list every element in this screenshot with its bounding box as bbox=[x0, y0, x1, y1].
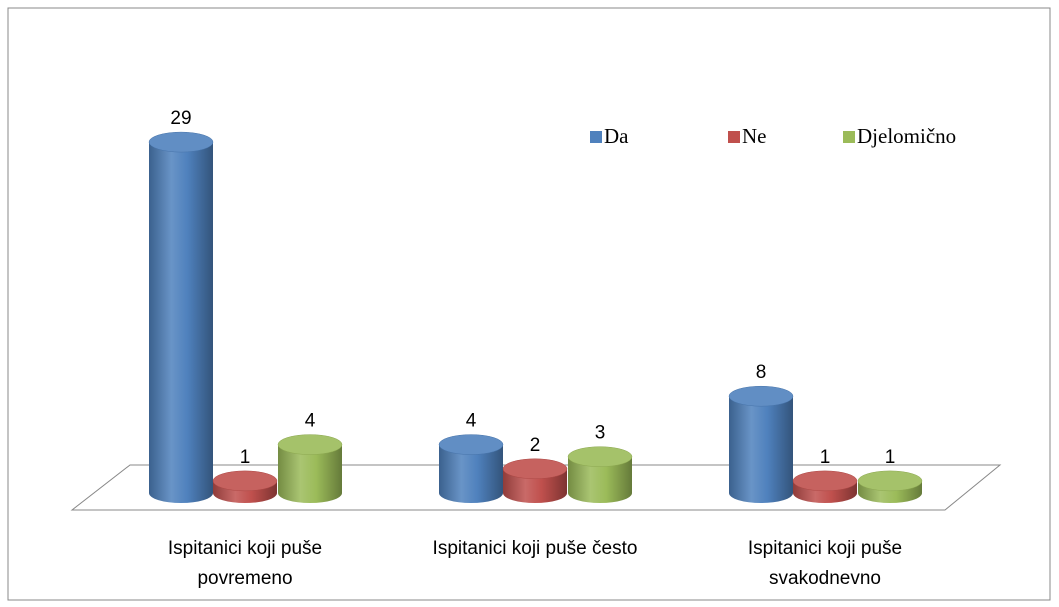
data-label: 29 bbox=[170, 108, 191, 129]
bar bbox=[278, 444, 342, 503]
bar-top bbox=[438, 434, 504, 455]
bar-top bbox=[567, 446, 633, 467]
legend-swatch bbox=[728, 131, 740, 143]
bar-top bbox=[502, 458, 568, 480]
bar bbox=[568, 456, 632, 503]
bar-top bbox=[212, 470, 278, 492]
bar bbox=[439, 444, 503, 503]
bar-top bbox=[277, 434, 343, 455]
data-label: 1 bbox=[885, 447, 896, 468]
data-label: 8 bbox=[756, 362, 767, 383]
bar-top bbox=[792, 470, 858, 492]
legend-label: Ne bbox=[742, 124, 767, 148]
legend-swatch bbox=[843, 131, 855, 143]
legend-label: Djelomično bbox=[857, 124, 956, 148]
x-tick-label: Ispitanici koji puše svakodnevno bbox=[747, 538, 903, 589]
legend-label: Da bbox=[604, 124, 629, 148]
data-label: 1 bbox=[240, 447, 251, 468]
bar-top bbox=[728, 385, 794, 407]
legend-swatch bbox=[590, 131, 602, 143]
x-tick-label: Ispitanici koji puše često bbox=[432, 538, 638, 559]
data-label: 4 bbox=[305, 411, 316, 432]
bar bbox=[149, 142, 213, 503]
x-tick-label: Ispitanici koji puše povremeno bbox=[167, 538, 323, 589]
floor bbox=[70, 464, 1002, 511]
data-label: 3 bbox=[595, 423, 606, 444]
data-label: 1 bbox=[820, 447, 831, 468]
data-label: 4 bbox=[466, 411, 477, 432]
data-label: 2 bbox=[530, 435, 541, 456]
bar bbox=[729, 396, 793, 503]
bar-top bbox=[148, 131, 214, 153]
bar-top bbox=[857, 470, 923, 492]
